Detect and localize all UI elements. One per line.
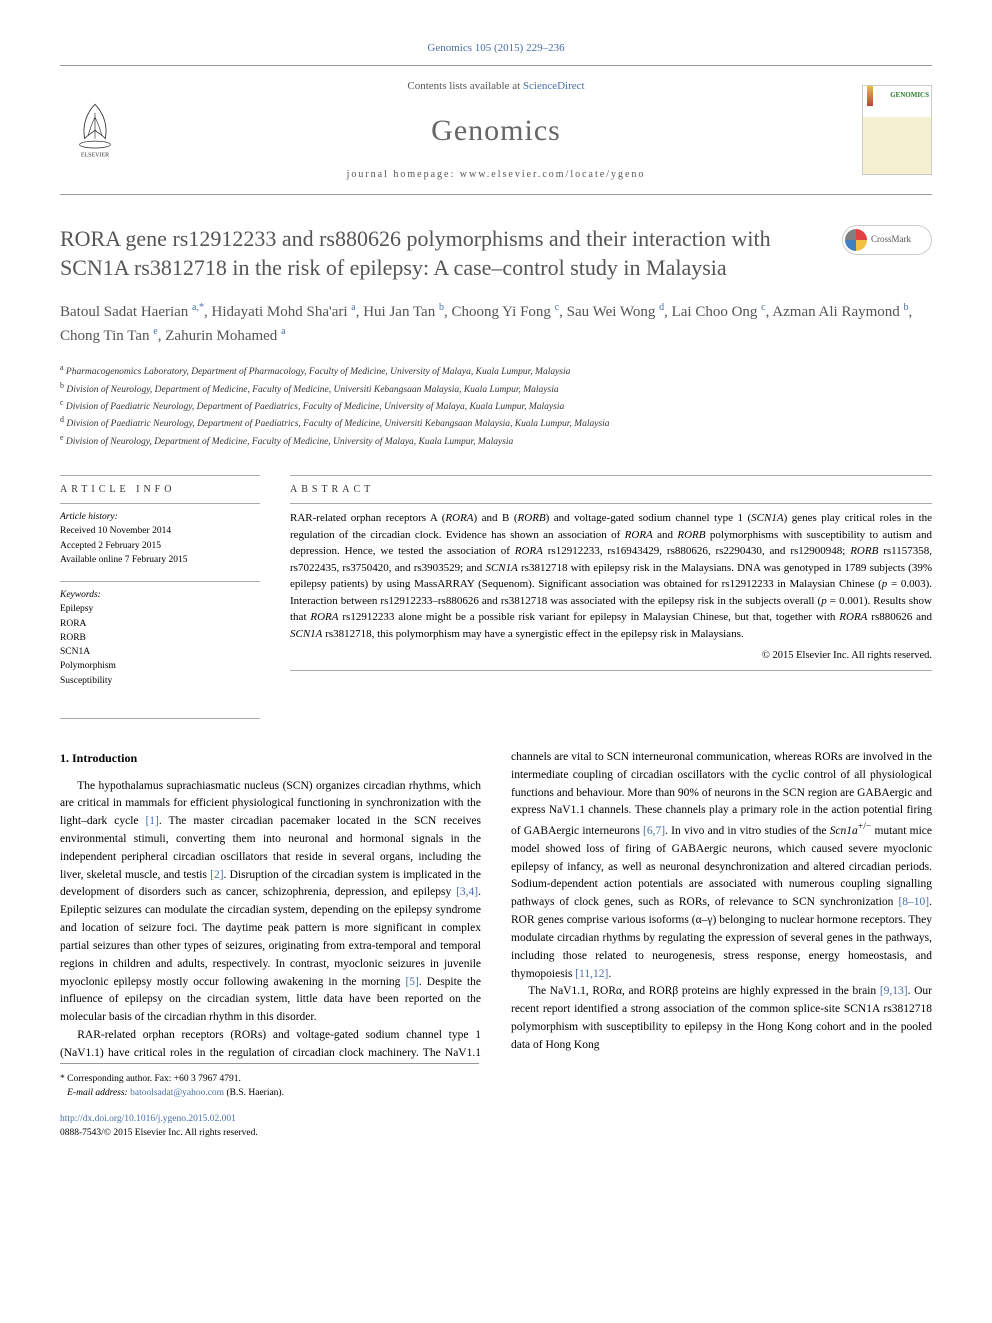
keywords-title: Keywords: [60,588,260,602]
doi-link[interactable]: http://dx.doi.org/10.1016/j.ygeno.2015.0… [60,1114,236,1124]
footer: http://dx.doi.org/10.1016/j.ygeno.2015.0… [60,1112,932,1141]
corresponding-star: * [60,1074,65,1084]
affiliation-line: b Division of Neurology, Department of M… [60,380,932,397]
corresponding-email-link[interactable]: batoolsadat@yahoo.com [130,1088,224,1098]
keyword: SCN1A [60,645,260,659]
keyword: Susceptibility [60,674,260,688]
affiliation-line: c Division of Paediatric Neurology, Depa… [60,397,932,414]
body-para-1: The hypothalamus suprachiasmatic nucleus… [60,778,481,1027]
abstract-text: RAR-related orphan receptors A (RORA) an… [290,510,932,642]
body-columns: 1. Introduction The hypothalamus suprach… [60,749,932,1063]
abstract-label: ABSTRACT [290,482,932,497]
issn-copyright: 0888-7543/© 2015 Elsevier Inc. All right… [60,1128,258,1138]
journal-homepage: journal homepage: www.elsevier.com/locat… [130,167,862,182]
email-label: E-mail address: [67,1088,128,1098]
top-citation: Genomics 105 (2015) 229–236 [60,40,932,57]
article-info-column: ARTICLE INFO Article history: Received 1… [60,482,260,688]
history-line: Received 10 November 2014 [60,524,260,538]
affiliation-line: d Division of Paediatric Neurology, Depa… [60,414,932,431]
crossmark-label: CrossMark [871,233,911,247]
crossmark-badge[interactable]: CrossMark [842,225,932,255]
journal-header: ELSEVIER Contents lists available at Sci… [60,65,932,196]
contents-prefix: Contents lists available at [407,80,522,92]
journal-cover-thumbnail: GENOMICS [862,85,932,175]
sciencedirect-link[interactable]: ScienceDirect [523,80,585,92]
journal-name: Genomics [130,108,862,153]
intro-heading: 1. Introduction [60,749,481,768]
affiliation-line: e Division of Neurology, Department of M… [60,432,932,449]
contents-available-line: Contents lists available at ScienceDirec… [130,78,862,95]
body-para-3: The NaV1.1, RORα, and RORβ proteins are … [511,983,932,1054]
authors-line: Batoul Sadat Haerian a,*, Hidayati Mohd … [60,300,932,348]
corresponding-text: Corresponding author. Fax: +60 3 7967 47… [67,1074,241,1084]
svg-text:ELSEVIER: ELSEVIER [81,152,109,158]
article-info-label: ARTICLE INFO [60,482,260,497]
keyword: RORA [60,617,260,631]
keyword: Polymorphism [60,659,260,673]
keyword: Epilepsy [60,602,260,616]
abstract-column: ABSTRACT RAR-related orphan receptors A … [290,482,932,688]
abstract-copyright: © 2015 Elsevier Inc. All rights reserved… [290,648,932,664]
cover-label: GENOMICS [890,90,929,101]
affiliation-line: a Pharmacogenomics Laboratory, Departmen… [60,362,932,379]
article-title: RORA gene rs12912233 and rs880626 polymo… [60,225,842,282]
crossmark-icon [845,229,867,251]
history-line: Available online 7 February 2015 [60,553,260,567]
history-title: Article history: [60,510,260,524]
affiliations: a Pharmacogenomics Laboratory, Departmen… [60,362,932,449]
keyword: RORB [60,631,260,645]
corresponding-author: * Corresponding author. Fax: +60 3 7967 … [60,1063,479,1101]
history-line: Accepted 2 February 2015 [60,539,260,553]
email-suffix: (B.S. Haerian). [224,1088,284,1098]
elsevier-logo: ELSEVIER [60,95,130,165]
